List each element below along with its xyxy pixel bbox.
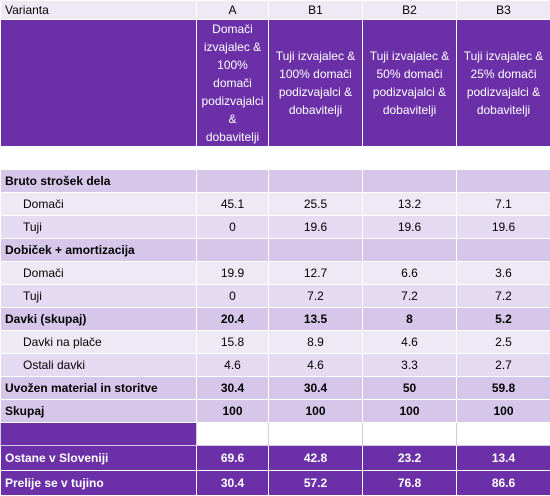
row-value: 7.2 — [269, 285, 363, 308]
row-value — [363, 170, 457, 193]
row-value: 20.4 — [197, 308, 269, 331]
row-value: 0 — [197, 216, 269, 239]
header-col-b1: B1 — [269, 1, 363, 20]
row-label: Davki (skupaj) — [1, 308, 197, 331]
summary-value: 69.6 — [197, 446, 269, 471]
header-row: Varianta A B1 B2 B3 — [1, 1, 550, 20]
summary-value: 23.2 — [363, 446, 457, 471]
row-value: 100 — [363, 400, 457, 423]
row-value — [457, 170, 550, 193]
row-label: Davki na plače — [1, 331, 197, 354]
row-value: 45.1 — [197, 193, 269, 216]
row-value: 25.5 — [269, 193, 363, 216]
row-value: 0 — [197, 285, 269, 308]
row-value: 19.6 — [363, 216, 457, 239]
row-value: 30.4 — [197, 377, 269, 400]
description-a: Domači izvajalec & 100% domači podizvaja… — [197, 20, 269, 147]
row-value: 19.6 — [269, 216, 363, 239]
row-label: Tuji — [1, 216, 197, 239]
description-b3: Tuji izvajalec & 25% domači podizvajalci… — [457, 20, 550, 147]
row-value: 59.8 — [457, 377, 550, 400]
summary-value: 42.8 — [269, 446, 363, 471]
summary-value: 13.4 — [457, 446, 550, 471]
row-value: 2.7 — [457, 354, 550, 377]
row-label: Tuji — [1, 285, 197, 308]
header-col-b2: B2 — [363, 1, 457, 20]
description-empty — [1, 20, 197, 147]
row-value: 6.6 — [363, 262, 457, 285]
row-value — [457, 239, 550, 262]
row-value: 13.2 — [363, 193, 457, 216]
row-label: Dobiček + amortizacija — [1, 239, 197, 262]
row-value: 8.9 — [269, 331, 363, 354]
row-value — [197, 239, 269, 262]
row-value: 100 — [269, 400, 363, 423]
table-row: Bruto strošek dela — [1, 170, 550, 193]
header-col-b3: B3 — [457, 1, 550, 20]
summary-label: Ostane v Sloveniji — [1, 446, 197, 471]
row-value: 19.9 — [197, 262, 269, 285]
row-value: 19.6 — [457, 216, 550, 239]
row-label: Domači — [1, 193, 197, 216]
table-row: Dobiček + amortizacija — [1, 239, 550, 262]
row-value: 12.7 — [269, 262, 363, 285]
row-value: 7.1 — [457, 193, 550, 216]
row-value: 4.6 — [269, 354, 363, 377]
row-value: 4.6 — [363, 331, 457, 354]
header-label: Varianta — [1, 1, 197, 20]
row-value: 5.2 — [457, 308, 550, 331]
row-value: 7.2 — [457, 285, 550, 308]
row-value — [363, 239, 457, 262]
summary-value: 76.8 — [363, 471, 457, 496]
row-value — [269, 170, 363, 193]
summary-label: Prelije se v tujino — [1, 471, 197, 496]
row-value: 15.8 — [197, 331, 269, 354]
row-value: 7.2 — [363, 285, 457, 308]
row-value: 3.3 — [363, 354, 457, 377]
spacer-row — [1, 147, 550, 170]
description-b1: Tuji izvajalec & 100% domači podizvajalc… — [269, 20, 363, 147]
row-value: 8 — [363, 308, 457, 331]
description-row: Domači izvajalec & 100% domači podizvaja… — [1, 20, 550, 147]
summary-value: 30.4 — [197, 471, 269, 496]
summary-value: 57.2 — [269, 471, 363, 496]
row-value: 4.6 — [197, 354, 269, 377]
row-label: Domači — [1, 262, 197, 285]
row-value: 13.5 — [269, 308, 363, 331]
row-value: 100 — [457, 400, 550, 423]
row-value: 100 — [197, 400, 269, 423]
row-label: Skupaj — [1, 400, 197, 423]
header-col-a: A — [197, 1, 269, 20]
description-b2: Tuji izvajalec & 50% domači podizvajalci… — [363, 20, 457, 147]
row-value: 30.4 — [269, 377, 363, 400]
summary-value: 86.6 — [457, 471, 550, 496]
row-label: Bruto strošek dela — [1, 170, 197, 193]
row-label: Ostali davki — [1, 354, 197, 377]
separator-row — [1, 423, 550, 446]
row-label: Uvožen material in storitve — [1, 377, 197, 400]
row-value: 50 — [363, 377, 457, 400]
row-value: 3.6 — [457, 262, 550, 285]
row-value: 2.5 — [457, 331, 550, 354]
row-value — [269, 239, 363, 262]
row-value — [197, 170, 269, 193]
